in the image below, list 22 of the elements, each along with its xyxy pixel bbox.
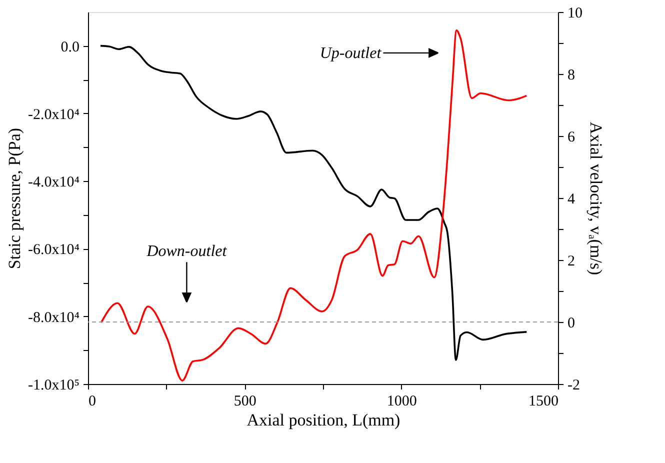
y-tick-label: -1.0x10⁵ bbox=[28, 378, 80, 394]
annotation: Up-outlet bbox=[320, 44, 382, 62]
x-tick-label: 1500 bbox=[528, 394, 558, 410]
y2-tick-label: -2 bbox=[568, 378, 580, 394]
y-tick-label: -6.0x10⁴ bbox=[28, 242, 80, 258]
y2-axis-title: Axial velocity, vₐ(m/s) bbox=[586, 122, 606, 276]
annotation: Down-outlet bbox=[146, 243, 228, 260]
y-tick-label: 0.0 bbox=[60, 39, 80, 56]
y-tick-label: -8.0x10⁴ bbox=[28, 310, 80, 326]
y2-tick-label: 8 bbox=[568, 68, 575, 84]
y2-tick-label: 6 bbox=[568, 130, 576, 146]
x-axis-title: Axial position, L(mm) bbox=[246, 410, 400, 430]
y2-tick-label: 4 bbox=[568, 192, 576, 208]
x-tick-label: 0 bbox=[88, 394, 96, 410]
y2-tick-label: 0 bbox=[568, 316, 575, 332]
y2-tick-label: 2 bbox=[568, 254, 575, 270]
y-tick-label: -4.0x10⁴ bbox=[28, 174, 80, 191]
y-axis-title: Staic pressure, P(Pa) bbox=[5, 128, 24, 270]
y2-tick-label: 10 bbox=[568, 6, 582, 22]
y-tick-label: -2.0x10⁴ bbox=[28, 106, 80, 123]
x-tick-label: 500 bbox=[234, 394, 256, 410]
x-tick-label: 1000 bbox=[386, 394, 417, 410]
